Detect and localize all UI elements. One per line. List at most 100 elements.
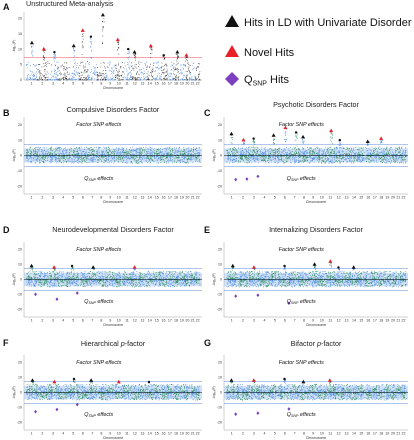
x-tick-label: 8: [100, 432, 102, 436]
x-tick-label: 6: [284, 432, 286, 436]
title-part: p: [316, 339, 321, 348]
qsnp-points-chr19: [179, 279, 186, 287]
title-part: p: [120, 339, 125, 348]
x-tick-label: 8: [303, 319, 305, 323]
novel-hit-marker: [327, 378, 332, 382]
novel-hit-marker: [251, 378, 256, 382]
x-tick-label: 14: [148, 82, 152, 86]
x-tick-label: 14: [148, 319, 152, 323]
peak-points: [133, 52, 137, 61]
annot-part: effects: [96, 412, 114, 418]
x-tick-label: 16: [162, 319, 166, 323]
x-tick-label: 11: [329, 319, 333, 323]
annot-part: effects: [298, 299, 316, 305]
x-tick-label: 19: [385, 319, 389, 323]
y-axis-label: -log₁₀(P): [212, 273, 216, 286]
hit-marker: [294, 131, 298, 134]
x-tick-label: 22: [402, 319, 406, 323]
factor-snp-effects-label: Factor SNP effects: [76, 122, 121, 128]
x-tick-label: 2: [242, 319, 244, 323]
x-tick-label: 20: [391, 319, 395, 323]
x-tick-label: 13: [140, 196, 144, 200]
qsnp-points-chr2: [237, 279, 249, 288]
y-tick-label: -10: [17, 293, 22, 297]
x-tick-label: 5: [72, 319, 74, 323]
y-tick-label: 10: [218, 263, 222, 267]
x-tick-label: 6: [82, 82, 84, 86]
qsnp-hit-marker: [256, 174, 260, 179]
x-tick-label: 8: [303, 196, 305, 200]
qsnp-hit-marker: [234, 177, 238, 182]
peak-points: [117, 40, 120, 55]
x-tick-label: 18: [174, 82, 178, 86]
ld-hit-marker: [91, 265, 96, 269]
snp-points-chr12: [334, 146, 343, 156]
snp-points-chr8: [97, 62, 107, 81]
panel-e: E Internalizing Disorders Factor 20 10 0 -10 -…: [204, 225, 408, 327]
snp-points-chr14: [146, 146, 154, 156]
x-tick-label: 12: [133, 319, 137, 323]
qsnp-points-chr21: [395, 279, 402, 288]
x-tick-label: 19: [180, 432, 184, 436]
x-tick-label: 4: [264, 432, 266, 436]
x-tick-label: 3: [253, 196, 255, 200]
hit-marker: [72, 377, 76, 381]
snp-points-chr3: [47, 61, 59, 81]
x-tick-label: 15: [155, 319, 159, 323]
x-tick-label: 2: [242, 196, 244, 200]
x-tick-label: 22: [196, 196, 200, 200]
qsnp-points-chr6: [78, 155, 89, 164]
x-tick-label: 9: [109, 196, 111, 200]
qsnp-points-chr2: [37, 392, 49, 401]
qsnp-points-chr7: [290, 155, 300, 164]
ld-hit-marker: [301, 379, 306, 384]
snp-points-chr1: [26, 146, 38, 156]
x-tick-label: 18: [174, 432, 178, 436]
panel-letter: C: [204, 108, 211, 118]
qsnp-points-chr13: [138, 155, 147, 164]
x-tick-label: 21: [191, 82, 195, 86]
legend-label: Novel Hits: [244, 47, 295, 59]
panel-title: Hierarchical p-factor: [81, 339, 146, 348]
x-tick-label: 21: [191, 196, 195, 200]
y-tick-label: 20: [218, 361, 222, 365]
snp-points-chr5: [68, 61, 79, 81]
annot-part: effects: [298, 176, 316, 182]
x-axis-label: Chromosome: [306, 436, 326, 440]
x-tick-label: 12: [133, 432, 137, 436]
x-tick-label: 1: [31, 82, 33, 86]
snp-points-chr18: [173, 62, 180, 81]
peak-points: [73, 45, 76, 61]
qsnp-effects-label: QSNP effects: [287, 299, 316, 305]
y-tick-label: 0: [220, 154, 222, 158]
qsnp-hit-marker: [75, 291, 79, 295]
x-tick-label: 5: [72, 82, 74, 86]
x-tick-label: 7: [91, 82, 93, 86]
y-tick-label: 10: [18, 376, 22, 380]
legend-label: QSNP Hits: [244, 74, 289, 88]
ld-hit-marker: [351, 265, 356, 269]
y-tick-label: 20: [218, 248, 222, 252]
x-tick-label: 13: [140, 319, 144, 323]
hit-marker: [162, 54, 165, 57]
qsnp-points-chr20: [184, 279, 191, 287]
x-tick-label: 13: [344, 196, 348, 200]
snp-points-chr10: [318, 384, 327, 393]
x-tick-label: 2: [41, 196, 43, 200]
x-tick-label: 12: [133, 196, 137, 200]
annot-part: effects: [96, 176, 114, 182]
snp-points-chr15: [153, 61, 161, 81]
annot-part: Q: [84, 176, 89, 182]
snp-points-chr21: [395, 146, 402, 156]
x-tick-label: 7: [91, 319, 93, 323]
x-tick-label: 20: [185, 82, 189, 86]
panel-b: B Compulsive Disorders Factor 20 10 0 -10 -20 -…: [3, 105, 202, 204]
x-tick-label: 10: [320, 319, 324, 323]
x-tick-label: 13: [344, 319, 348, 323]
x-tick-label: 15: [359, 196, 363, 200]
x-tick-label: 1: [231, 196, 233, 200]
annot-part: effects: [298, 412, 316, 418]
x-tick-label: 19: [385, 432, 389, 436]
x-tick-label: 11: [125, 432, 129, 436]
